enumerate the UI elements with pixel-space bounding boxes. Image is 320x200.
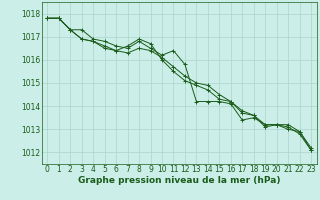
X-axis label: Graphe pression niveau de la mer (hPa): Graphe pression niveau de la mer (hPa) bbox=[78, 176, 280, 185]
